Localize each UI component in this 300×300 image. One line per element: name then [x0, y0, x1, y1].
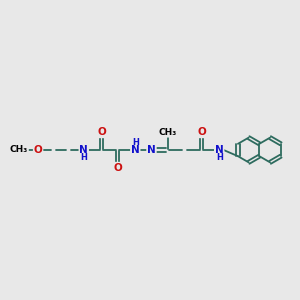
Text: H: H — [80, 153, 87, 162]
Text: O: O — [197, 127, 206, 137]
Text: O: O — [97, 127, 106, 137]
Text: O: O — [113, 163, 122, 173]
Text: N: N — [131, 145, 140, 155]
Text: CH₃: CH₃ — [158, 128, 177, 137]
Text: N: N — [80, 145, 88, 155]
Text: N: N — [215, 145, 224, 155]
Text: H: H — [216, 153, 223, 162]
Text: N: N — [147, 145, 156, 155]
Text: H: H — [132, 137, 139, 146]
Text: CH₃: CH₃ — [10, 146, 28, 154]
Text: O: O — [34, 145, 43, 155]
